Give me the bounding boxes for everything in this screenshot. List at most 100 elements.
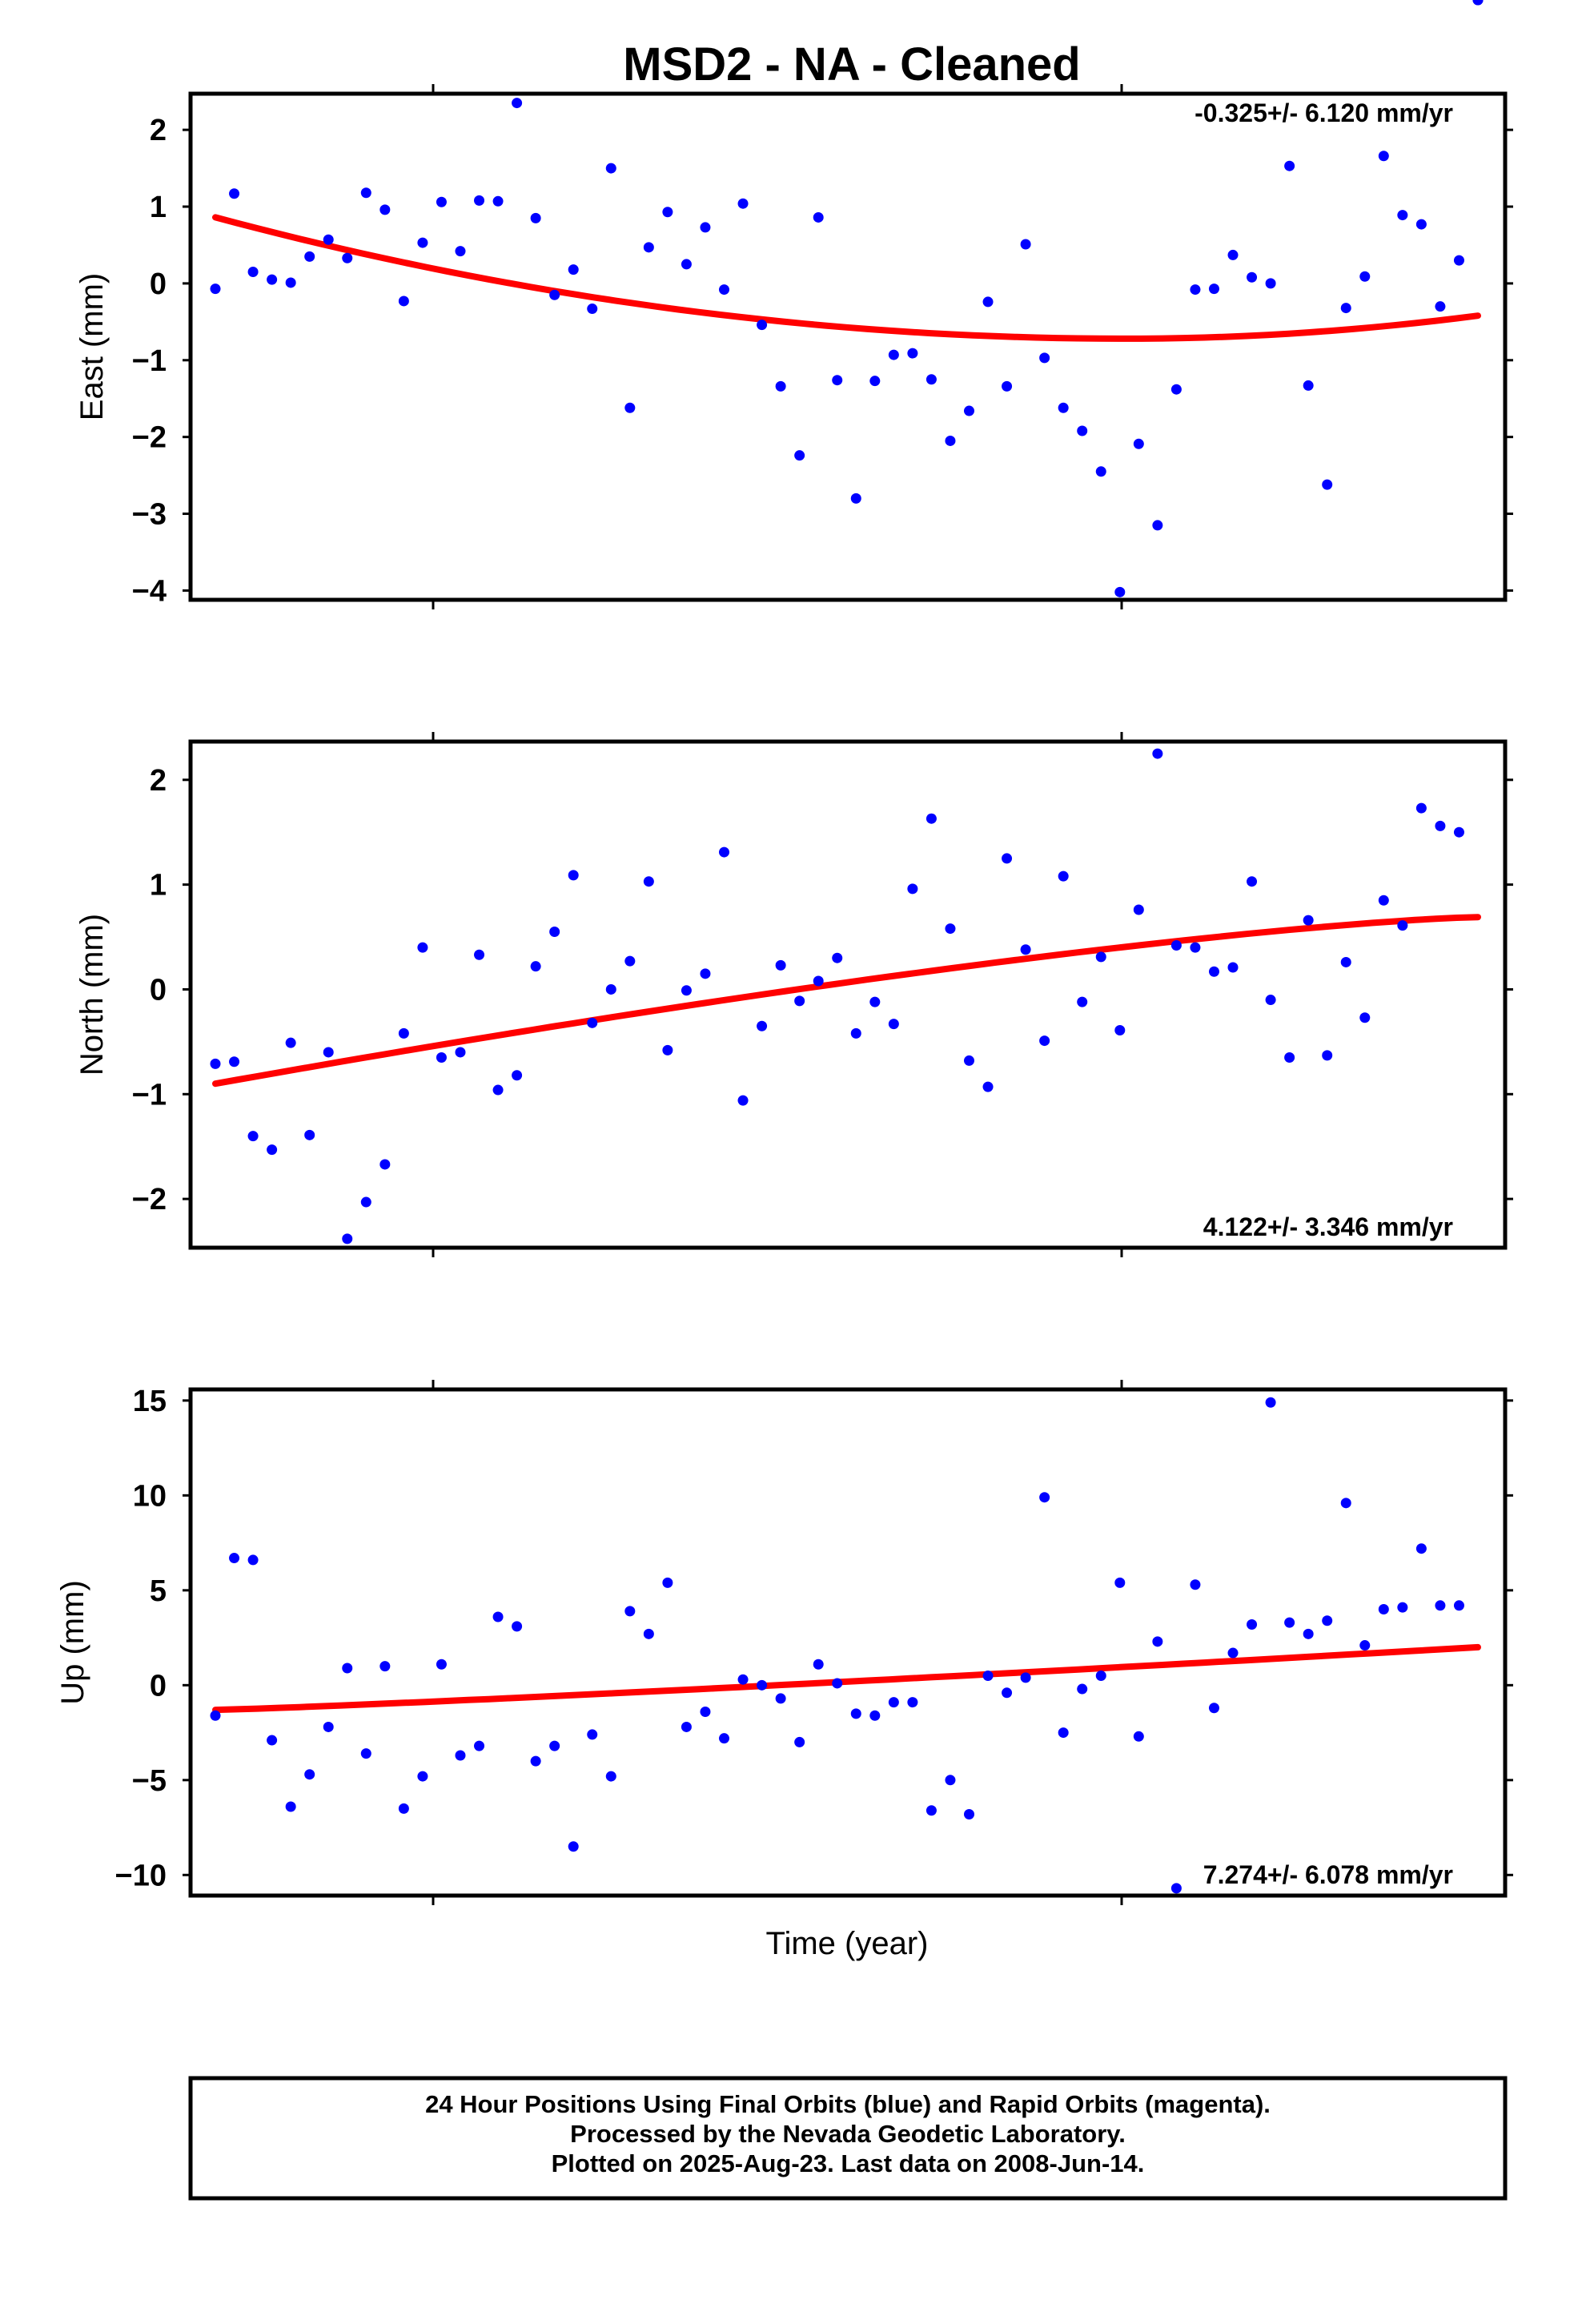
up-data-point — [549, 1740, 560, 1751]
east-data-point — [681, 259, 692, 270]
north-data-point — [926, 813, 937, 824]
east-ytick-label: −1 — [132, 344, 167, 378]
up-data-point — [1190, 1579, 1201, 1590]
east-data-point — [757, 320, 768, 331]
east-data-point — [1152, 520, 1163, 531]
north-data-point — [1058, 870, 1069, 882]
north-data-point — [587, 1017, 598, 1028]
up-data-point — [963, 1808, 974, 1819]
east-data-point — [210, 283, 221, 295]
up-data-point — [1095, 1670, 1106, 1681]
up-data-point — [1397, 1602, 1408, 1613]
north-data-point — [719, 846, 730, 858]
north-data-point — [869, 996, 881, 1007]
east-data-point — [229, 188, 240, 199]
north-data-point — [267, 1144, 278, 1156]
east-data-point — [342, 252, 353, 263]
east-fit-curve — [212, 214, 1481, 342]
north-data-point — [247, 1131, 259, 1142]
east-data-point — [285, 277, 296, 288]
east-data-point — [1227, 249, 1239, 260]
up-data-point — [1170, 1883, 1182, 1894]
up-data-point — [1077, 1683, 1088, 1695]
up-ylabel: Up (mm) — [55, 1580, 90, 1705]
up-ytick-label: −5 — [132, 1764, 167, 1798]
east-data-point — [379, 204, 391, 215]
up-data-point — [832, 1678, 843, 1689]
up-data-point — [1303, 1628, 1314, 1639]
east-rate-label: -0.325+/- 6.120 mm/yr — [1195, 99, 1453, 127]
up-data-point — [342, 1663, 353, 1674]
north-data-point — [323, 1047, 334, 1058]
north-data-point — [1415, 802, 1427, 814]
north-data-point — [1359, 1012, 1371, 1023]
north-data-point — [624, 955, 636, 967]
north-data-point — [1453, 826, 1464, 838]
north-data-point — [1133, 904, 1144, 915]
north-data-point — [568, 870, 579, 881]
east-data-point — [398, 296, 409, 307]
east-data-point — [1039, 352, 1050, 364]
up-data-point — [982, 1670, 994, 1681]
east-ytick-label: 0 — [150, 267, 167, 301]
up-data-point — [568, 1841, 579, 1852]
north-data-point — [1077, 996, 1088, 1007]
up-data-point — [512, 1621, 523, 1632]
east-ytick-label: 2 — [150, 114, 167, 147]
north-data-point — [210, 1058, 221, 1069]
east-data-point — [1095, 466, 1106, 477]
north-data-point — [643, 876, 654, 887]
up-ytick-label: 15 — [133, 1385, 167, 1418]
east-data-point — [1133, 438, 1144, 449]
east-data-point — [323, 234, 334, 245]
north-data-point — [1020, 944, 1031, 955]
up-panel-frame — [188, 1387, 1508, 1898]
north-data-point — [398, 1027, 409, 1039]
east-ytick-label: −4 — [132, 574, 167, 608]
east-data-point — [982, 296, 994, 308]
east-data-point — [1208, 283, 1219, 295]
north-data-point — [417, 942, 428, 953]
north-data-point — [1378, 895, 1389, 906]
east-data-point — [304, 251, 315, 262]
east-data-point — [700, 222, 711, 233]
up-data-point — [379, 1661, 391, 1672]
up-data-point — [1227, 1647, 1239, 1659]
north-data-point — [1095, 951, 1106, 963]
north-data-point — [474, 949, 485, 960]
up-data-point — [1340, 1498, 1351, 1509]
east-data-point — [719, 284, 730, 296]
up-data-point — [247, 1554, 259, 1566]
up-data-point — [398, 1803, 409, 1814]
east-data-point — [832, 375, 843, 386]
footer-line-2: Processed by the Nevada Geodetic Laborat… — [570, 2120, 1126, 2148]
north-data-point — [888, 1019, 899, 1030]
up-data-point — [888, 1697, 899, 1708]
up-ytick-label: −10 — [115, 1859, 167, 1892]
up-data-point — [1020, 1672, 1031, 1683]
figure-title: MSD2 - NA - Cleaned — [623, 38, 1080, 90]
north-fit-curve — [212, 914, 1481, 1088]
east-data-point — [926, 374, 937, 385]
up-fit-curve — [212, 1643, 1481, 1714]
up-data-point — [323, 1721, 334, 1732]
north-data-point — [530, 961, 541, 972]
north-data-point — [229, 1056, 240, 1068]
north-data-point — [304, 1129, 315, 1140]
up-data-point — [304, 1769, 315, 1780]
east-data-point — [247, 267, 259, 278]
up-data-point — [643, 1628, 654, 1639]
north-data-point — [1322, 1050, 1333, 1061]
north-data-point — [285, 1037, 296, 1048]
up-data-point — [474, 1740, 485, 1751]
north-data-point — [1170, 940, 1182, 951]
up-data-point — [417, 1771, 428, 1782]
east-data-point — [1453, 255, 1464, 266]
up-data-point — [737, 1674, 749, 1685]
up-data-point — [1472, 0, 1484, 6]
footer-line-1: 24 Hour Positions Using Final Orbits (bl… — [425, 2090, 1271, 2118]
up-ytick-label: 0 — [150, 1669, 167, 1703]
north-data-point — [945, 923, 956, 935]
north-data-point — [662, 1044, 673, 1055]
up-data-point — [719, 1733, 730, 1744]
